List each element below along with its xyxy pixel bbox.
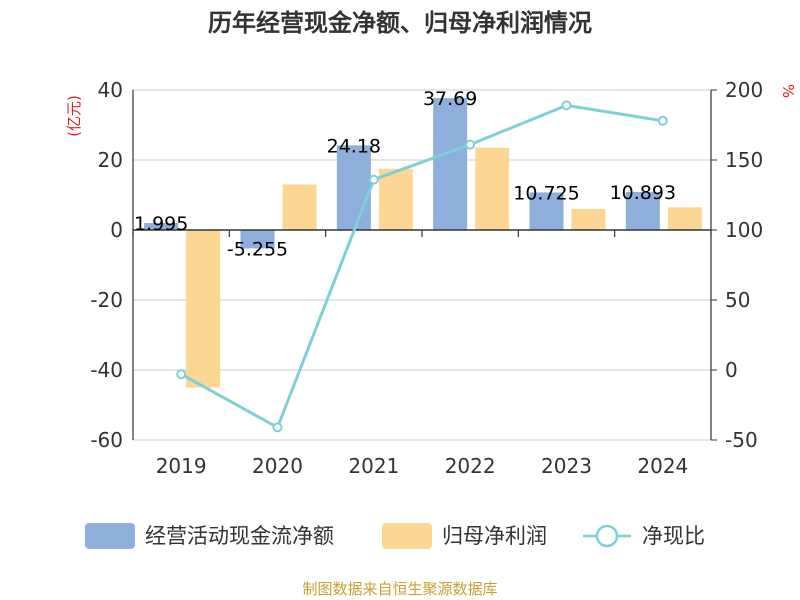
chart-title: 历年经营现金净额、归母净利润情况: [208, 9, 592, 37]
right-tick-label: 150: [725, 148, 763, 172]
legend-label-profit: 归母净利润: [442, 524, 547, 548]
ratio-point-2022: [465, 139, 476, 150]
bar-profit-2023: [571, 209, 606, 230]
bar-cashflow-2020: [240, 230, 275, 249]
bar-cashflow-2023: [529, 192, 564, 230]
left-axis-ticks: 40 20 0 -20 -40 -60: [90, 78, 123, 452]
left-tick-label: 40: [98, 78, 123, 102]
bar-cashflow-2022: [433, 98, 468, 231]
x-axis-ticks: 2019 2020 2021 2022 2023 2024: [156, 454, 689, 478]
left-axis-unit: (亿元): [65, 95, 83, 137]
data-label-cashflow-2020: -5.255: [227, 238, 288, 260]
right-tick-label: -50: [725, 428, 758, 452]
x-tick-label-2023: 2023: [541, 454, 592, 478]
data-label-cashflow-2022: 37.69: [423, 88, 477, 110]
ratio-point-2024: [657, 115, 668, 126]
data-label-cashflow-2019: 1.995: [134, 213, 188, 235]
x-tick-label-2024: 2024: [637, 454, 688, 478]
bar-profit-2020: [282, 184, 317, 230]
x-tick-label-2020: 2020: [252, 454, 303, 478]
line-series: [176, 100, 668, 433]
source-note: 制图数据来自恒生聚源数据库: [302, 580, 497, 598]
x-tick-label-2019: 2019: [156, 454, 207, 478]
ratio-point-2019: [176, 369, 187, 380]
left-tick-label: -40: [90, 358, 123, 382]
data-label-cashflow-2021: 24.18: [327, 135, 381, 157]
data-label-cashflow-2024: 10.893: [610, 182, 676, 204]
bar-cashflow-2021: [336, 145, 371, 230]
legend-label-ratio: 净现比: [642, 524, 705, 548]
legend-label-cashflow: 经营活动现金流净额: [145, 524, 334, 548]
right-tick-label: 0: [725, 358, 738, 382]
bar-profit-2019: [186, 230, 221, 388]
ratio-point-2023: [561, 100, 572, 111]
data-label-cashflow-2023: 10.725: [513, 182, 579, 204]
left-tick-label: -20: [90, 288, 123, 312]
right-axis-unit: %: [779, 84, 797, 98]
legend-swatch-profit: [382, 523, 432, 549]
bar-series: [144, 98, 702, 388]
right-tick-label: 50: [725, 288, 750, 312]
left-tick-label: 20: [98, 148, 123, 172]
x-tick-label-2021: 2021: [348, 454, 399, 478]
bar-profit-2021: [378, 168, 413, 230]
ratio-point-2021: [368, 174, 379, 185]
legend-marker-ratio: [595, 524, 619, 548]
right-tick-label: 200: [725, 78, 763, 102]
bar-cashflow-2024: [625, 191, 660, 230]
right-tick-label: 100: [725, 218, 763, 242]
right-axis-ticks: 200 150 100 50 0 -50: [711, 78, 763, 452]
left-tick-label: 0: [110, 218, 123, 242]
left-tick-label: -60: [90, 428, 123, 452]
ratio-point-2020: [272, 422, 283, 433]
data-labels: 1.995 -5.255 24.18 37.69 10.725 10.893: [134, 88, 676, 260]
bar-profit-2022: [475, 147, 510, 230]
ratio-line: [180, 103, 664, 430]
bar-profit-2024: [667, 207, 702, 230]
bar-cashflow-2019: [144, 223, 179, 230]
axes: [132, 90, 712, 440]
legend: 经营活动现金流净额 归母净利润 净现比: [85, 523, 705, 549]
legend-swatch-cashflow: [85, 523, 135, 549]
x-tick-label-2022: 2022: [445, 454, 496, 478]
